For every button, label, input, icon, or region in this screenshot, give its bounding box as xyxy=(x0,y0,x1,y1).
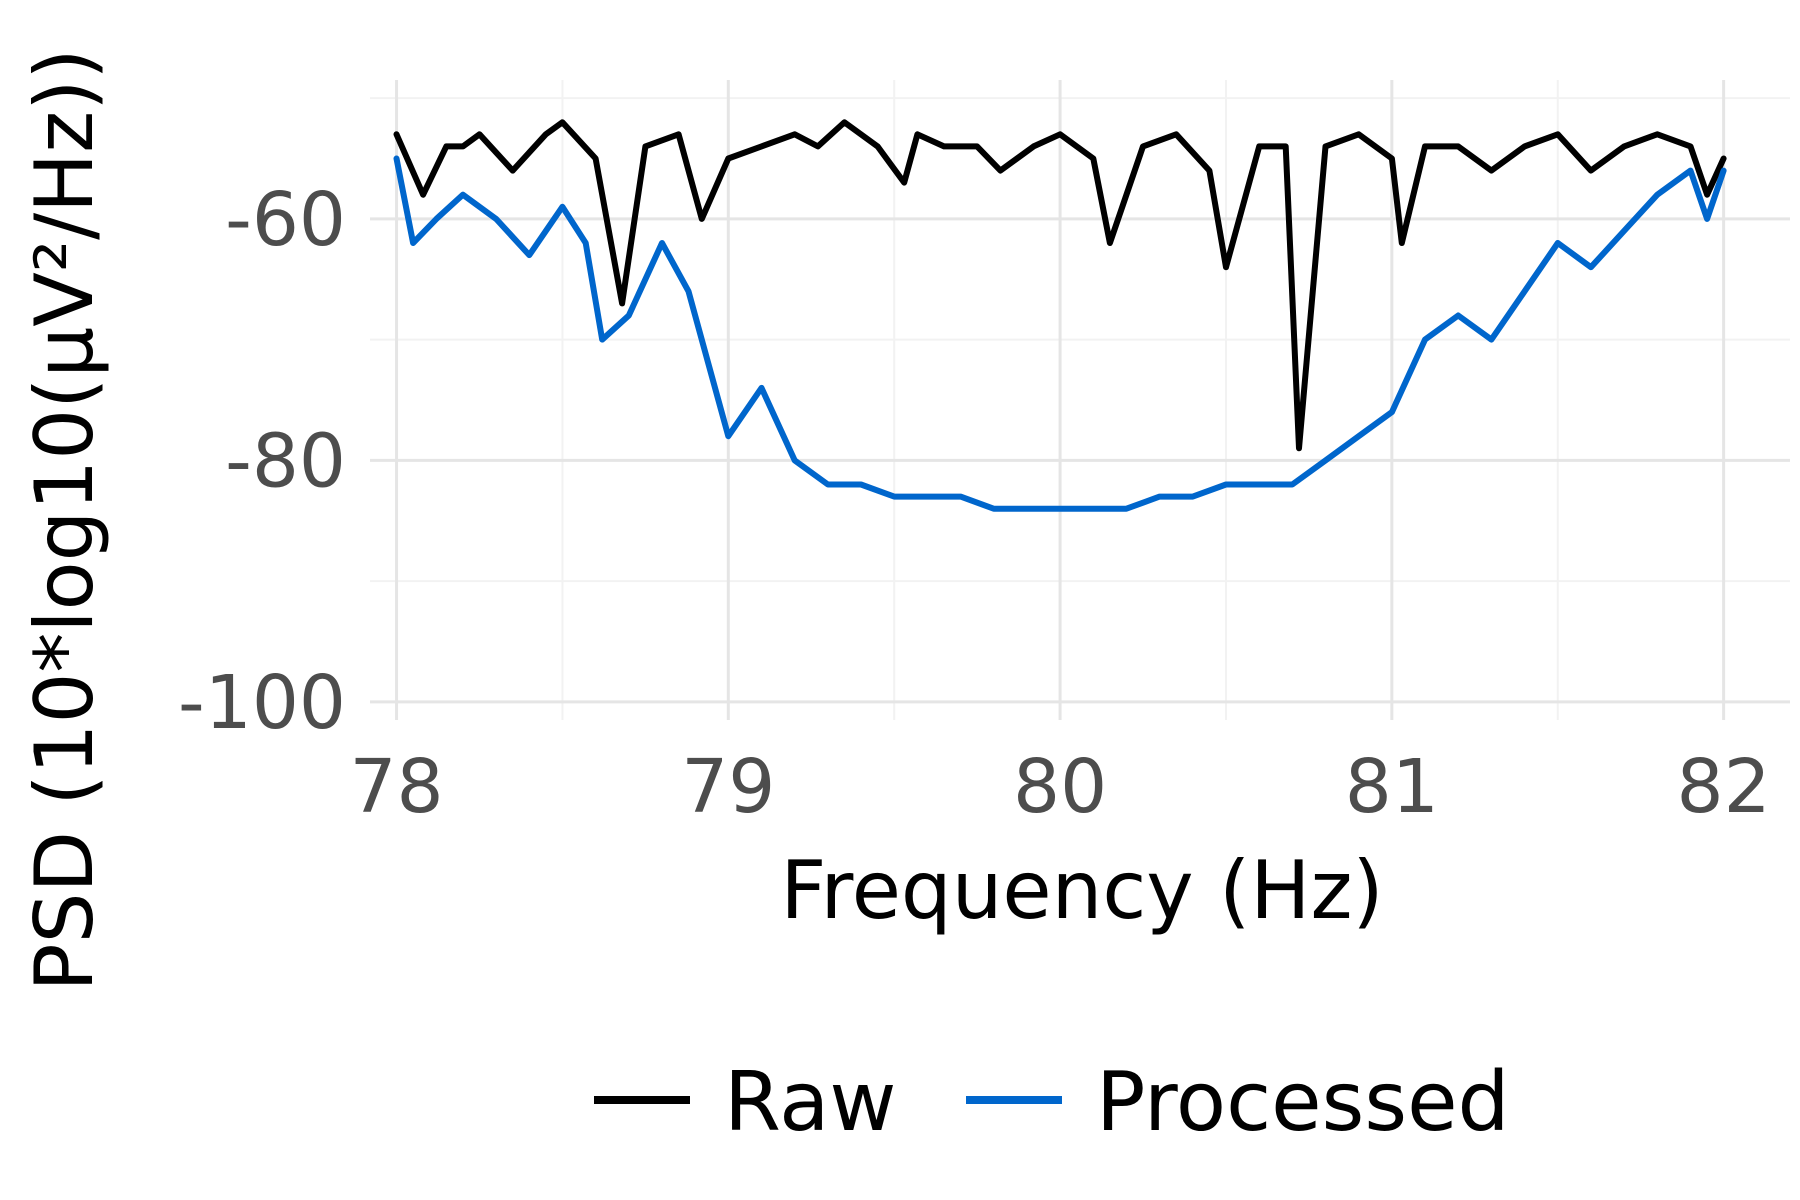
series-lines xyxy=(393,119,1727,512)
tick-labels: 78 79 80 81 82 -60 -80 -100 xyxy=(178,177,1771,830)
y-tick-label: -100 xyxy=(178,660,346,746)
y-axis-title: PSD (10*log10(µV²/Hz)) xyxy=(18,48,111,991)
x-tick-label: 80 xyxy=(1013,744,1107,830)
x-tick-label: 81 xyxy=(1345,744,1439,830)
x-tick-label: 78 xyxy=(349,744,443,830)
series-line-processed xyxy=(393,155,1727,512)
legend-label-raw: Raw xyxy=(724,1055,897,1150)
x-tick-label: 82 xyxy=(1677,744,1771,830)
legend: Raw Processed xyxy=(594,1055,1510,1150)
x-axis-title: Frequency (Hz) xyxy=(780,844,1383,937)
legend-label-processed: Processed xyxy=(1096,1055,1510,1150)
series-line-raw xyxy=(393,119,1727,452)
x-tick-label: 79 xyxy=(681,744,775,830)
grid-lines xyxy=(370,80,1790,720)
y-tick-label: -80 xyxy=(225,418,346,504)
y-tick-label: -60 xyxy=(225,177,346,263)
